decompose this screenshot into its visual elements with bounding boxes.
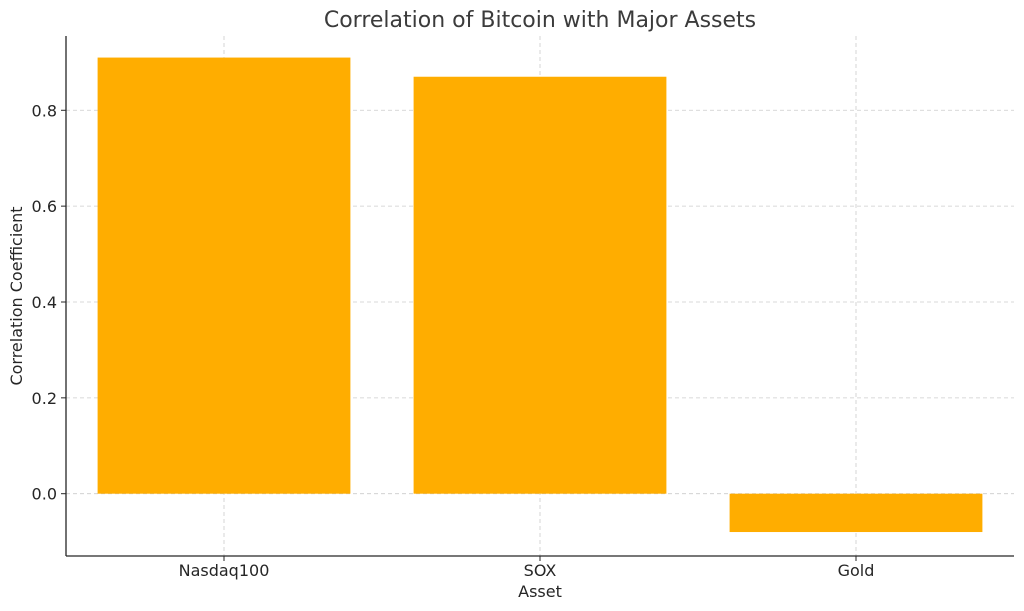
- y-tick-label: 0.6: [32, 197, 57, 216]
- bars: [97, 57, 983, 533]
- y-tick-label: 0.4: [32, 293, 57, 312]
- bar-gold: [729, 493, 983, 533]
- ticks: 0.0 0.2 0.4 0.6 0.8 Nasdaq100 SOX Gold: [32, 101, 875, 580]
- x-tick-label: Nasdaq100: [179, 561, 270, 580]
- bar-sox: [413, 76, 667, 494]
- bar-nasdaq100: [97, 57, 351, 494]
- x-axis-label: Asset: [518, 582, 562, 601]
- y-tick-label: 0.2: [32, 389, 57, 408]
- x-tick-label: Gold: [838, 561, 875, 580]
- chart-title: Correlation of Bitcoin with Major Assets: [324, 8, 756, 33]
- y-tick-label: 0.0: [32, 485, 57, 504]
- x-tick-label: SOX: [524, 561, 557, 580]
- y-axis-label: Correlation Coefficient: [7, 206, 26, 385]
- y-tick-label: 0.8: [32, 101, 57, 120]
